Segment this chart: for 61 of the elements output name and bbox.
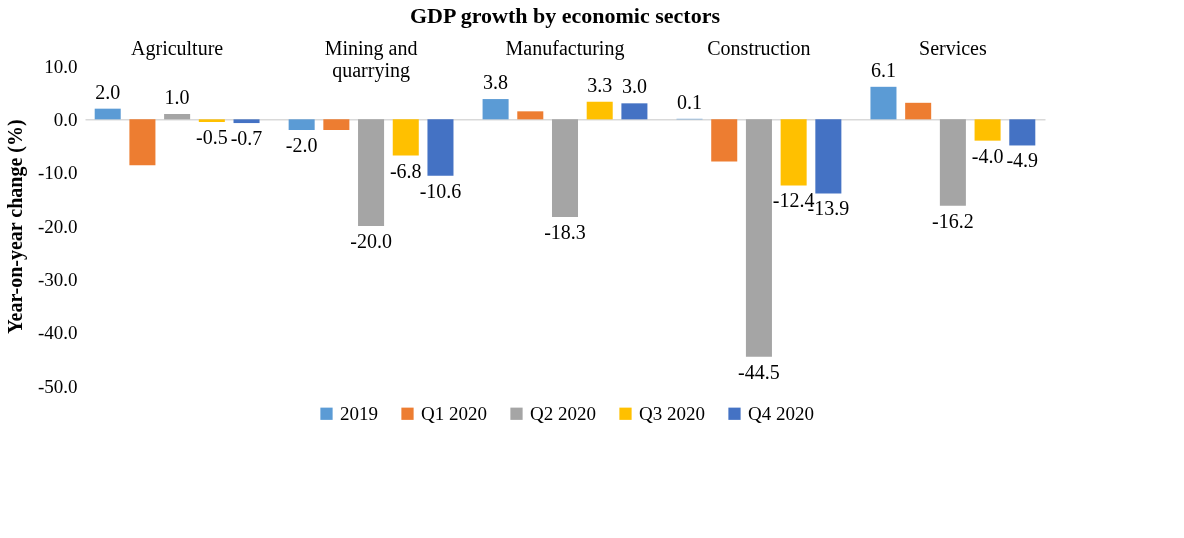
x-tick-label: Manufacturing <box>505 36 625 60</box>
y-tick-label: -40.0 <box>37 322 78 344</box>
bar <box>482 99 509 120</box>
legend-label: 2019 <box>340 402 378 424</box>
bar <box>517 111 544 120</box>
bar <box>586 101 613 120</box>
data-label: -10.6 <box>419 179 462 202</box>
bar <box>323 119 350 130</box>
bar <box>198 119 225 122</box>
bar <box>621 103 648 120</box>
x-tick-label: Mining and quarrying <box>324 36 418 82</box>
y-tick-label: -30.0 <box>37 268 78 290</box>
chart-title: GDP growth by economic sectors <box>410 3 721 28</box>
data-label: 3.0 <box>621 75 647 98</box>
data-label: -16.2 <box>932 209 974 232</box>
y-tick-label: 0.0 <box>53 108 78 130</box>
bar <box>392 119 419 156</box>
bar <box>939 119 966 206</box>
data-label: -0.7 <box>230 127 263 150</box>
data-label: -20.0 <box>350 230 392 252</box>
bar <box>94 108 121 120</box>
data-label: 0.1 <box>677 90 703 113</box>
y-axis-title: Year-on-year change (%) <box>3 119 27 334</box>
legend-label: Q2 2020 <box>530 402 596 424</box>
bar <box>358 119 385 226</box>
legend-label: Q1 2020 <box>421 402 487 424</box>
data-label: 3.3 <box>587 73 613 96</box>
bar <box>288 119 315 130</box>
bar <box>745 119 772 357</box>
bar <box>711 119 738 162</box>
bar <box>551 119 579 217</box>
data-label: -4.9 <box>1006 149 1039 172</box>
data-label: 2.0 <box>95 80 121 103</box>
bar <box>870 86 897 120</box>
bar <box>1009 119 1036 146</box>
bar <box>905 102 932 120</box>
data-label: 6.1 <box>870 58 896 81</box>
y-tick-label: -20.0 <box>37 215 78 237</box>
data-label: -18.3 <box>544 220 586 243</box>
bar <box>780 119 807 186</box>
bar <box>815 119 842 194</box>
x-tick-label: Construction <box>707 36 811 59</box>
bar <box>164 114 191 120</box>
bar <box>233 119 260 124</box>
bar <box>129 119 156 166</box>
data-label: -2.0 <box>285 134 318 156</box>
x-tick-label: Agriculture <box>131 36 224 60</box>
data-label: 3.8 <box>483 71 509 94</box>
data-label: 1.0 <box>164 86 190 108</box>
data-label: -6.8 <box>389 159 422 182</box>
y-tick-label: -50.0 <box>37 375 78 397</box>
data-label: -4.0 <box>971 144 1004 167</box>
legend-label: Q3 2020 <box>639 402 705 424</box>
y-tick-label: 10.0 <box>44 55 78 77</box>
data-label: -0.5 <box>195 126 228 148</box>
bar <box>974 119 1001 141</box>
legend-label: Q4 2020 <box>748 402 814 424</box>
bar <box>427 119 454 176</box>
y-tick-label: -10.0 <box>37 162 78 184</box>
x-tick-label: Services <box>919 36 987 59</box>
data-label: -44.5 <box>738 360 780 383</box>
